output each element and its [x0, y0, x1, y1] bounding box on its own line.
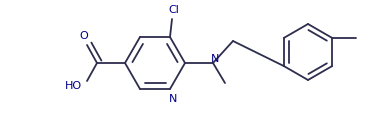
Text: N: N: [169, 94, 177, 104]
Text: Cl: Cl: [169, 5, 179, 15]
Text: HO: HO: [65, 81, 82, 91]
Text: N: N: [211, 54, 219, 64]
Text: O: O: [80, 31, 89, 41]
